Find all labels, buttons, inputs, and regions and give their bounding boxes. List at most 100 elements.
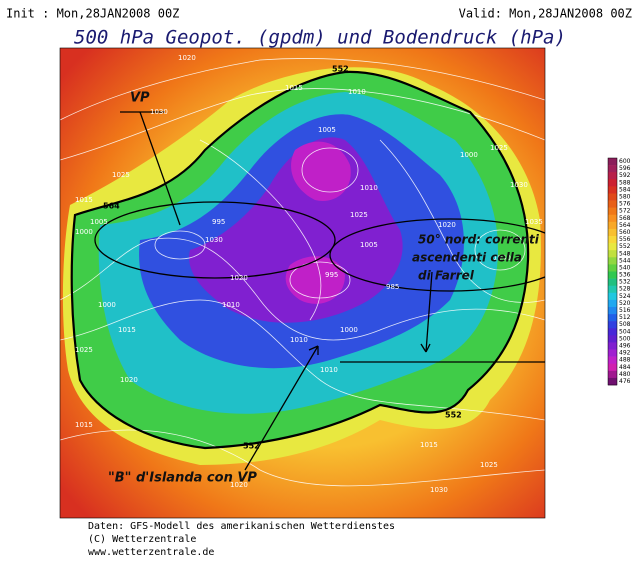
- colorbar-label: 504: [619, 328, 631, 335]
- contour-label: 564: [103, 202, 120, 211]
- colorbar-swatch: [608, 186, 617, 194]
- isobar-label: 1020: [230, 274, 248, 282]
- colorbar-label: 496: [619, 342, 631, 349]
- colorbar-label: 560: [619, 229, 631, 236]
- colorbar-swatch: [608, 179, 617, 187]
- annotation: ascendenti cella: [412, 251, 522, 265]
- isobar-label: 1030: [510, 181, 528, 189]
- colorbar-label: 576: [619, 201, 631, 208]
- isobar-label: 1020: [120, 376, 138, 384]
- colorbar-label: 572: [619, 208, 631, 215]
- isobar-label: 1000: [75, 228, 93, 236]
- colorbar-swatch: [608, 158, 617, 166]
- isobar-label: 1010: [222, 301, 240, 309]
- colorbar-swatch: [608, 356, 617, 365]
- colorbar-label: 524: [619, 293, 631, 300]
- colorbar-swatch: [608, 207, 617, 216]
- isobar-label: 1015: [118, 326, 136, 334]
- colorbar-label: 596: [619, 165, 631, 172]
- colorbar-label: 476: [619, 378, 631, 385]
- colorbar-swatch: [608, 292, 617, 301]
- colorbar-label: 484: [619, 364, 631, 371]
- colorbar-label: 552: [619, 243, 631, 250]
- isobar-label: 1025: [350, 211, 368, 219]
- magenta-zone: [285, 141, 351, 304]
- isobar-label: 1010: [290, 336, 308, 344]
- colorbar-swatch: [608, 349, 617, 357]
- isobars: [60, 58, 545, 487]
- colorbar-label: 480: [619, 371, 631, 378]
- map: 1020 1015 1030 1025 1015 1005 1000 995 1030 1020 1…: [60, 48, 545, 518]
- footer-line: (C) Wetterzentrale: [88, 534, 196, 545]
- colorbar-label: 588: [619, 179, 631, 186]
- colorbar-swatch: [608, 314, 617, 322]
- colorbar-label: 516: [619, 307, 631, 314]
- colorbar-label: 540: [619, 264, 631, 271]
- 552-contour: [70, 70, 530, 450]
- colorbar-swatch: [608, 200, 617, 208]
- contour-label: 552: [445, 411, 462, 420]
- isobar-label: 995: [212, 218, 225, 226]
- isobar-label: 1025: [112, 171, 130, 179]
- colorbar-swatch: [608, 335, 617, 343]
- footer-line: Daten: GFS-Modell des amerikanischen Wet…: [88, 521, 395, 532]
- colorbar-swatch: [608, 250, 617, 258]
- colorbar-swatch: [608, 214, 617, 223]
- isobar-label: 1020: [230, 481, 248, 489]
- isobar-label: 1010: [320, 366, 338, 374]
- init-time: Init : Mon,28JAN2008 00Z: [6, 7, 179, 21]
- map-title: 500 hPa Geopot. (gpdm) und Bodendruck (h…: [74, 27, 566, 49]
- isobar-label: 1030: [150, 108, 168, 116]
- map-frame: [59, 47, 546, 519]
- colorbar-swatch: [608, 264, 617, 272]
- colorbar-swatch: [608, 328, 617, 336]
- isobar-label: 1010: [348, 88, 366, 96]
- colorbar-label: 564: [619, 222, 631, 229]
- valid-time: Valid: Mon,28JAN2008 00Z: [459, 7, 632, 21]
- isobar-label: 1020: [438, 221, 456, 229]
- colorbar-swatch: [608, 342, 617, 350]
- annotation: VP: [130, 91, 150, 106]
- isobar-label: 1015: [75, 196, 93, 204]
- footer-line: www.wetterzentrale.de: [88, 547, 214, 558]
- isobar-label: 1005: [318, 126, 336, 134]
- colorbar-label: 500: [619, 335, 631, 342]
- colorbar-label: 580: [619, 194, 631, 201]
- colorbar-label: 532: [619, 279, 631, 286]
- isobar-label: 1025: [490, 144, 508, 152]
- annotation-lines: [94, 111, 545, 471]
- colorbar-label: 584: [619, 186, 631, 193]
- colorbar-label: 492: [619, 350, 631, 357]
- annotation: di Farrel: [418, 269, 475, 283]
- colorbar-label: 548: [619, 250, 631, 257]
- colorbar-swatch: [608, 228, 617, 237]
- isobar-label: 1000: [460, 151, 478, 159]
- colorbar-swatch: [608, 172, 617, 180]
- isobar-label: 1030: [430, 486, 448, 494]
- isobar-label: 995: [325, 271, 338, 279]
- colorbar-swatch: [608, 193, 617, 201]
- colorbar-label: 600: [619, 158, 631, 165]
- isobar-label: 1020: [178, 54, 196, 62]
- isobar-label: 1025: [480, 461, 498, 469]
- colorbar-label: 592: [619, 172, 631, 179]
- colorbar-label: 528: [619, 286, 631, 293]
- colorbar-swatch: [608, 221, 617, 230]
- isobar-label: 1000: [340, 326, 358, 334]
- annotation: 50° nord: correnti: [418, 233, 540, 247]
- colorbar-label: 544: [619, 257, 631, 264]
- colorbar-label: 520: [619, 300, 631, 307]
- colorbar-swatch: [608, 278, 617, 286]
- colorbar-swatch: [608, 299, 617, 308]
- isobar-label: 1025: [75, 346, 93, 354]
- isobar-label: 1015: [420, 441, 438, 449]
- isobar-label: 1010: [360, 184, 378, 192]
- colorbar-swatch: [608, 370, 617, 379]
- isobar-label: 985: [386, 283, 399, 291]
- colorbar-swatch: [608, 257, 617, 265]
- colorbar-label: 508: [619, 321, 631, 328]
- colorbar-swatch: [608, 165, 617, 173]
- colorbar-label: 488: [619, 357, 631, 364]
- colorbar-swatch: [608, 363, 617, 372]
